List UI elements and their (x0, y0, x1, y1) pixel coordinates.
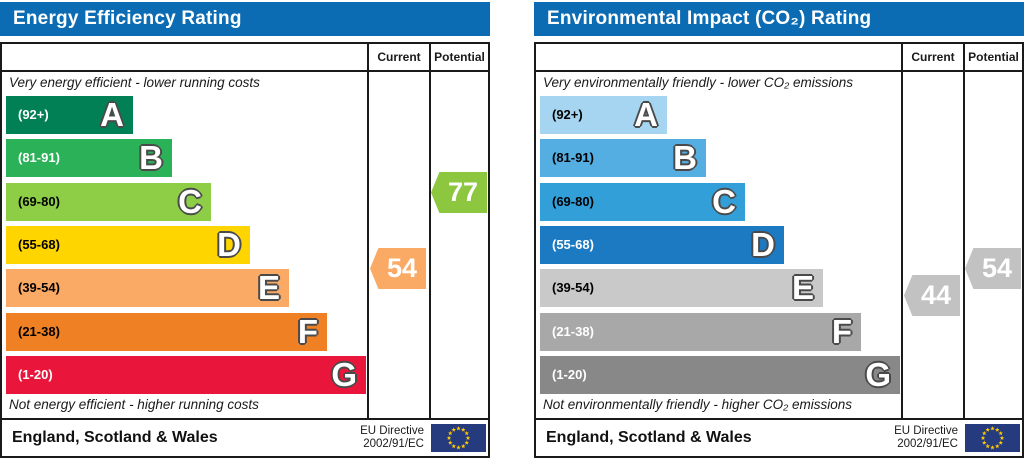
environmental-impact-panel: Environmental Impact (CO₂) Rating Curren… (534, 0, 1024, 460)
band-letter: A (634, 96, 658, 133)
eu-flag-icon (965, 424, 1020, 452)
band-range-label: (69-80) (18, 194, 60, 209)
band-letter: D (751, 226, 775, 263)
band-letter: G (865, 356, 891, 393)
current-rating-value: 44 (920, 280, 952, 310)
band-e: (39-54) E (6, 269, 289, 307)
potential-rating-arrow: 54 (965, 248, 1021, 289)
band-letter: E (791, 269, 814, 306)
band-range-label: (1-20) (18, 367, 53, 382)
band-range-label: (92+) (552, 107, 583, 122)
band-range-label: (1-20) (552, 367, 587, 382)
band-range-label: (81-91) (18, 150, 60, 165)
band-range-label: (21-38) (552, 324, 594, 339)
potential-column-header: Potential (968, 50, 1019, 64)
band-range-label: (92+) (18, 107, 49, 122)
bottom-note: Not energy efficient - higher running co… (9, 397, 259, 412)
band-a: (92+) A (540, 96, 667, 134)
band-b: (81-91) B (540, 139, 706, 177)
top-note: Very energy efficient - lower running co… (9, 75, 260, 90)
band-d: (55-68) D (6, 226, 250, 264)
region-label: England, Scotland & Wales (546, 429, 752, 446)
band-range-label: (39-54) (18, 280, 60, 295)
eu-directive-label: EU Directive 2002/91/EC (360, 425, 424, 450)
band-e: (39-54) E (540, 269, 823, 307)
band-range-label: (81-91) (552, 150, 594, 165)
column-divider (901, 44, 903, 418)
band-g: (1-20) G (540, 356, 900, 394)
band-range-label: (55-68) (552, 237, 594, 252)
band-c: (69-80) C (6, 183, 211, 221)
region-label: England, Scotland & Wales (12, 429, 218, 446)
current-rating-arrow: 54 (370, 248, 426, 289)
band-letter: E (257, 269, 280, 306)
band-f: (21-38) F (6, 313, 327, 351)
column-divider (367, 44, 369, 418)
potential-column-header: Potential (434, 50, 485, 64)
band-letter: B (139, 139, 163, 176)
band-g: (1-20) G (6, 356, 366, 394)
row-divider (536, 70, 1022, 72)
row-divider (536, 418, 1022, 420)
band-d: (55-68) D (540, 226, 784, 264)
band-letter: G (331, 356, 357, 393)
environmental-rating-table: Current Potential Very environmentally f… (534, 42, 1024, 458)
band-range-label: (39-54) (552, 280, 594, 295)
panel-footer: England, Scotland & Wales EU Directive 2… (2, 420, 488, 456)
environmental-panel-title: Environmental Impact (CO₂) Rating (534, 2, 1024, 36)
top-note: Very environmentally friendly - lower CO… (543, 75, 853, 90)
bottom-note: Not environmentally friendly - higher CO… (543, 397, 853, 412)
band-letter: F (831, 313, 852, 350)
row-divider (2, 70, 488, 72)
band-letter: A (100, 96, 124, 133)
potential-rating-value: 77 (447, 177, 479, 207)
band-f: (21-38) F (540, 313, 861, 351)
column-divider (963, 44, 965, 418)
band-c: (69-80) C (540, 183, 745, 221)
row-divider (2, 418, 488, 420)
column-divider (429, 44, 431, 418)
energy-rating-table: Current Potential Very energy efficient … (0, 42, 490, 458)
band-letter: B (673, 139, 697, 176)
panel-footer: England, Scotland & Wales EU Directive 2… (536, 420, 1022, 456)
eu-directive-label: EU Directive 2002/91/EC (894, 425, 958, 450)
current-column-header: Current (911, 50, 955, 64)
band-range-label: (69-80) (552, 194, 594, 209)
band-letter: F (297, 313, 318, 350)
band-range-label: (55-68) (18, 237, 60, 252)
current-rating-value: 54 (386, 253, 418, 283)
eu-flag-icon (431, 424, 486, 452)
energy-efficiency-panel: Energy Efficiency Rating Current Potenti… (0, 0, 490, 460)
band-range-label: (21-38) (18, 324, 60, 339)
potential-rating-arrow: 77 (431, 172, 487, 213)
band-a: (92+) A (6, 96, 133, 134)
band-letter: D (217, 226, 241, 263)
band-letter: C (178, 183, 202, 220)
potential-rating-value: 54 (981, 253, 1013, 283)
band-b: (81-91) B (6, 139, 172, 177)
current-rating-arrow: 44 (904, 275, 960, 316)
band-letter: C (712, 183, 736, 220)
energy-panel-title: Energy Efficiency Rating (0, 2, 490, 36)
current-column-header: Current (377, 50, 421, 64)
